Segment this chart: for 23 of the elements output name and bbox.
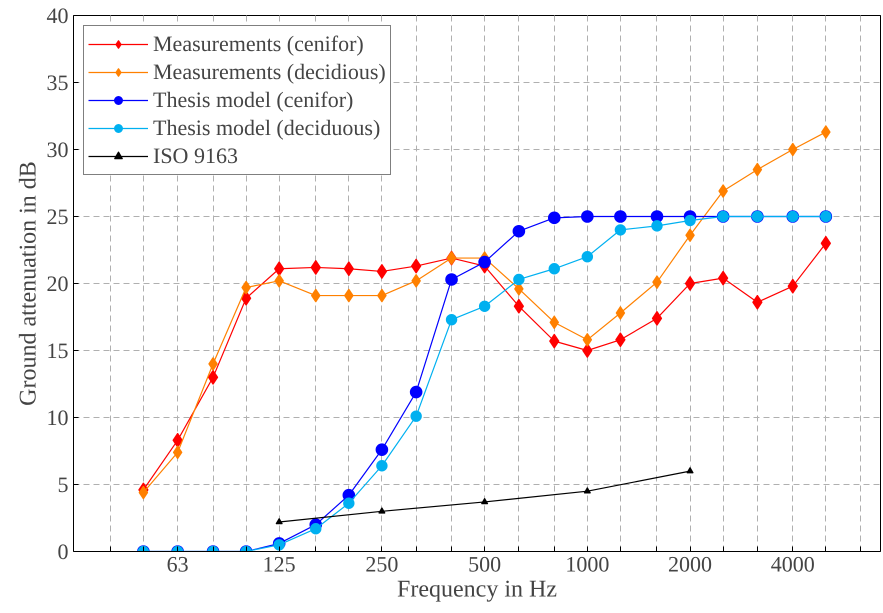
legend-label: Measurements (decidious) — [153, 58, 386, 86]
legend-label: Measurements (cenifor) — [153, 30, 364, 58]
x-tick-label: 4000 — [770, 552, 815, 576]
y-tick-label: 15 — [46, 338, 68, 363]
y-tick-label: 35 — [46, 70, 68, 95]
y-axis-title: Ground attenuation in dB — [16, 161, 42, 406]
x-tick-label: 125 — [262, 552, 296, 576]
y-tick-label: 25 — [46, 204, 68, 229]
y-tick-label: 20 — [46, 271, 68, 296]
legend-label: Thesis model (deciduous) — [153, 114, 380, 142]
legend-label: ISO 9163 — [153, 142, 238, 170]
x-tick-label: 2000 — [668, 552, 712, 576]
y-tick-label: 10 — [46, 405, 68, 430]
x-axis-title: Frequency in Hz — [397, 576, 557, 602]
x-tick-label: 500 — [468, 552, 502, 576]
legend-label: Thesis model (cenifor) — [153, 86, 354, 114]
x-tick-label: 250 — [365, 552, 398, 576]
y-tick-label: 0 — [58, 539, 68, 564]
y-tick-label: 30 — [46, 137, 68, 162]
y-tick-label: 40 — [46, 3, 68, 28]
y-tick-label: 5 — [58, 472, 68, 497]
x-tick-label: 1000 — [565, 552, 610, 576]
x-tick-label: 63 — [166, 552, 189, 576]
